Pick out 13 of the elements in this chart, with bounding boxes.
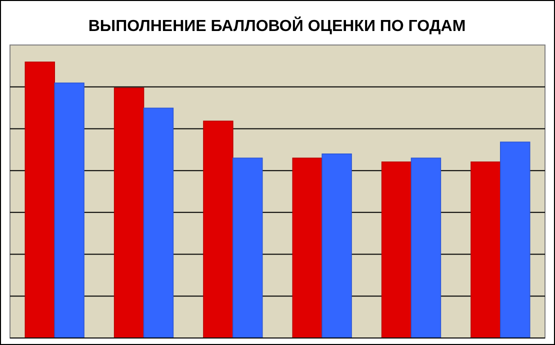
- bar: [54, 82, 84, 338]
- bar: [24, 62, 55, 338]
- bar: [470, 162, 501, 338]
- bar: [143, 108, 174, 338]
- bar: [292, 158, 322, 338]
- bar: [322, 154, 352, 338]
- bar: [410, 158, 442, 338]
- bar: [114, 88, 144, 338]
- bar: [232, 158, 263, 338]
- bar: [381, 162, 412, 338]
- chart-title: ВЫПОЛНЕНИЕ БАЛЛОВОЙ ОЦЕНКИ ПО ГОДАМ: [88, 16, 466, 35]
- bar: [500, 142, 530, 338]
- bar: [203, 120, 234, 338]
